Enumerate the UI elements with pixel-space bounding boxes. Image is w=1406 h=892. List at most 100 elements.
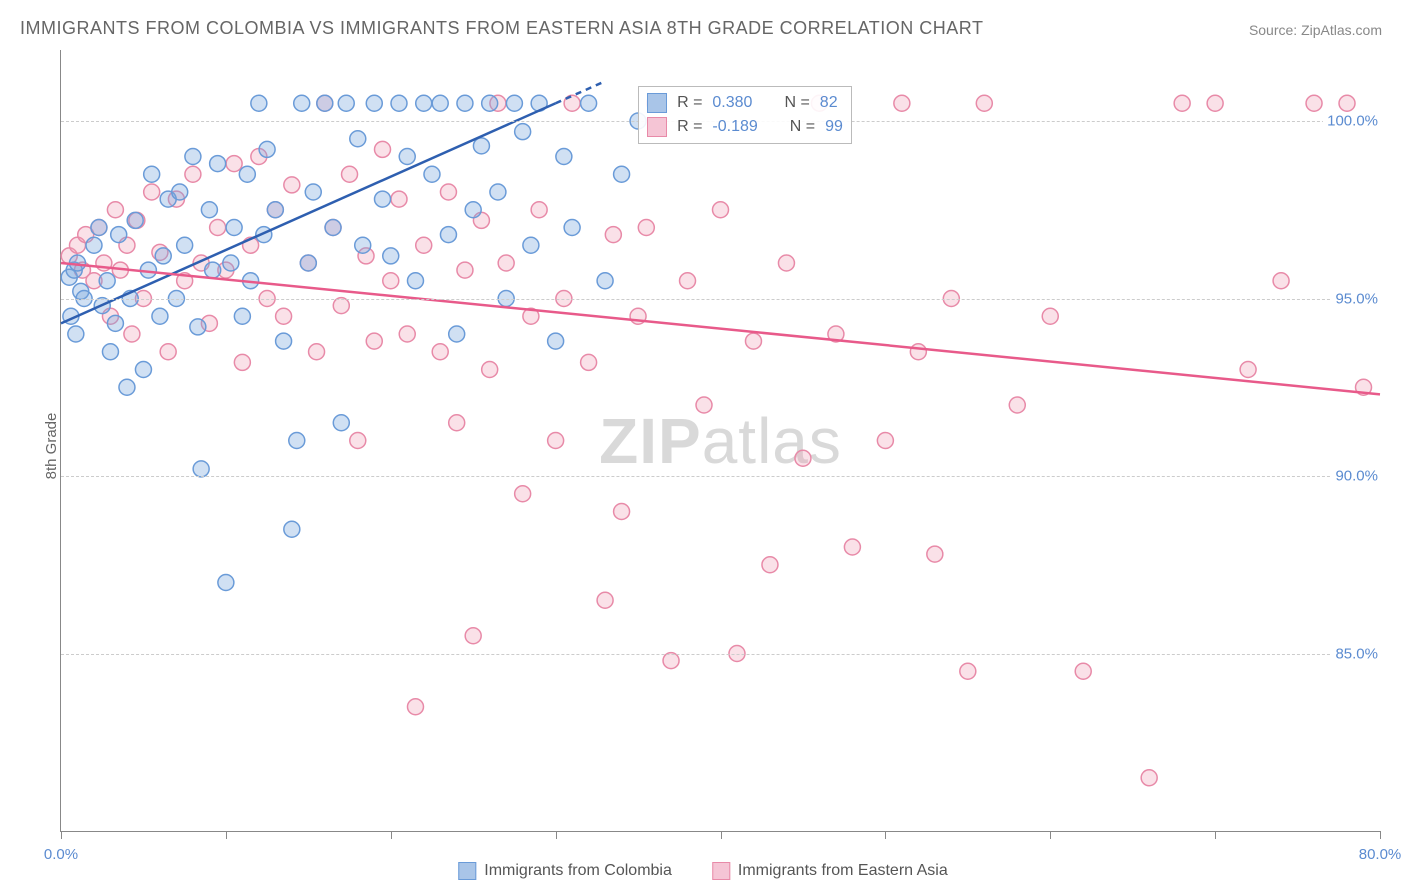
r-label: R = — [677, 94, 702, 112]
n-value: 82 — [820, 94, 838, 112]
data-point — [68, 326, 84, 342]
data-point — [605, 227, 621, 243]
data-point — [432, 95, 448, 111]
source-label: Source: ZipAtlas.com — [1249, 22, 1382, 38]
data-point — [482, 362, 498, 378]
data-point — [276, 308, 292, 324]
y-axis-label: 8th Grade — [43, 413, 60, 480]
data-point — [239, 166, 255, 182]
data-point — [581, 354, 597, 370]
data-point — [416, 95, 432, 111]
data-point — [185, 149, 201, 165]
data-point — [350, 433, 366, 449]
data-point — [614, 166, 630, 182]
plot-area: ZIPatlas 85.0%90.0%95.0%100.0%0.0%80.0% … — [60, 50, 1380, 832]
stats-box: R = 0.380 N = 82 R = -0.189 N = 99 — [638, 86, 852, 144]
legend-label: Immigrants from Eastern Asia — [738, 862, 948, 880]
data-point — [102, 344, 118, 360]
y-tick-label: 100.0% — [1323, 113, 1382, 130]
legend: Immigrants from Colombia Immigrants from… — [458, 862, 947, 880]
data-point — [696, 397, 712, 413]
data-point — [267, 202, 283, 218]
data-point — [638, 220, 654, 236]
y-tick-label: 85.0% — [1331, 645, 1382, 662]
data-point — [597, 273, 613, 289]
chart-container: IMMIGRANTS FROM COLOMBIA VS IMMIGRANTS F… — [0, 0, 1406, 892]
data-point — [877, 433, 893, 449]
r-value: -0.189 — [712, 118, 757, 136]
r-label: R = — [677, 118, 702, 136]
data-point — [289, 433, 305, 449]
data-point — [713, 202, 729, 218]
data-point — [1174, 95, 1190, 111]
regression-line — [61, 263, 1380, 394]
data-point — [309, 344, 325, 360]
data-point — [457, 95, 473, 111]
data-point — [210, 156, 226, 172]
data-point — [449, 326, 465, 342]
data-point — [251, 95, 267, 111]
data-point — [1339, 95, 1355, 111]
data-point — [107, 202, 123, 218]
data-point — [1075, 663, 1091, 679]
data-point — [333, 298, 349, 314]
x-tick-label: 80.0% — [1359, 846, 1402, 863]
data-point — [234, 354, 250, 370]
data-point — [424, 166, 440, 182]
data-point — [976, 95, 992, 111]
data-point — [355, 237, 371, 253]
data-point — [449, 415, 465, 431]
data-point — [190, 319, 206, 335]
data-point — [284, 521, 300, 537]
data-point — [515, 124, 531, 140]
data-point — [457, 262, 473, 278]
data-point — [506, 95, 522, 111]
regression-line-tail — [556, 81, 605, 103]
data-point — [745, 333, 761, 349]
data-point — [234, 308, 250, 324]
y-tick-label: 95.0% — [1331, 290, 1382, 307]
data-point — [144, 184, 160, 200]
data-point — [927, 546, 943, 562]
data-point — [910, 344, 926, 360]
data-point — [432, 344, 448, 360]
n-label: N = — [784, 94, 809, 112]
data-point — [205, 262, 221, 278]
data-point — [407, 273, 423, 289]
data-point — [663, 653, 679, 669]
data-point — [391, 191, 407, 207]
data-point — [135, 362, 151, 378]
data-point — [91, 220, 107, 236]
data-point — [218, 575, 234, 591]
data-point — [152, 308, 168, 324]
data-point — [1273, 273, 1289, 289]
data-point — [614, 504, 630, 520]
data-point — [375, 191, 391, 207]
legend-item-colombia: Immigrants from Colombia — [458, 862, 672, 880]
data-point — [795, 450, 811, 466]
stats-row: R = -0.189 N = 99 — [647, 115, 843, 139]
data-point — [960, 663, 976, 679]
swatch-icon — [712, 862, 730, 880]
data-point — [99, 273, 115, 289]
data-point — [391, 95, 407, 111]
data-point — [482, 95, 498, 111]
data-point — [259, 141, 275, 157]
data-point — [531, 202, 547, 218]
data-point — [342, 166, 358, 182]
data-point — [894, 95, 910, 111]
data-point — [762, 557, 778, 573]
r-value: 0.380 — [712, 94, 752, 112]
data-point — [300, 255, 316, 271]
x-tick-label: 0.0% — [44, 846, 78, 863]
y-tick-label: 90.0% — [1331, 468, 1382, 485]
data-point — [564, 220, 580, 236]
data-point — [383, 273, 399, 289]
data-point — [1141, 770, 1157, 786]
data-point — [185, 166, 201, 182]
data-point — [778, 255, 794, 271]
data-point — [172, 184, 188, 200]
data-point — [1240, 362, 1256, 378]
data-point — [366, 95, 382, 111]
data-point — [383, 248, 399, 264]
